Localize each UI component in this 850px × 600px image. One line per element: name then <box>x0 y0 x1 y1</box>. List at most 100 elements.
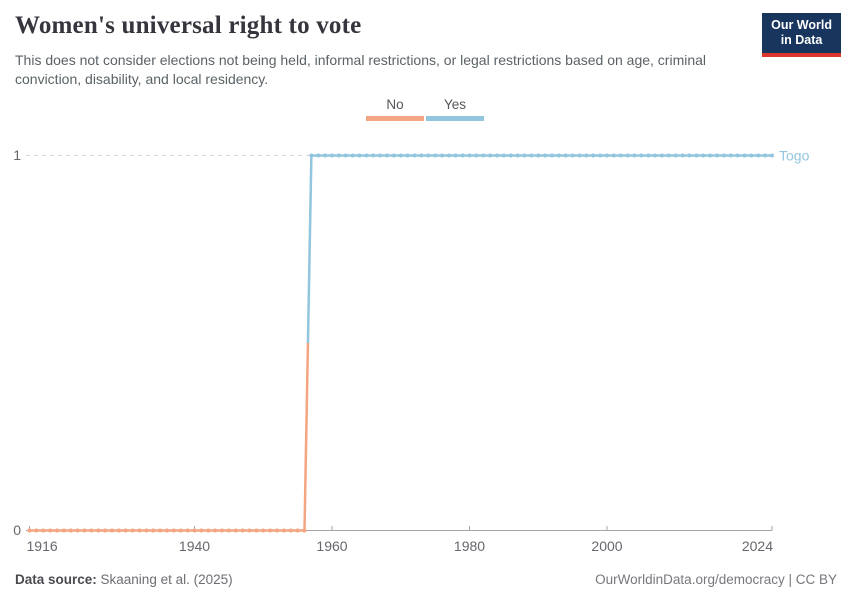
data-point-no <box>199 528 204 533</box>
data-point-yes <box>673 153 678 158</box>
data-point-yes <box>728 153 733 158</box>
legend-item-yes[interactable]: Yes <box>426 97 484 121</box>
data-point-yes <box>350 153 355 158</box>
data-point-no <box>185 528 190 533</box>
data-point-yes <box>440 153 444 158</box>
data-point-yes <box>625 153 630 158</box>
owid-logo-line2: in Data <box>780 33 823 47</box>
data-point-yes <box>343 153 348 158</box>
chart-subtitle: This does not consider elections not bei… <box>15 52 707 87</box>
data-point-yes <box>584 153 589 158</box>
x-tick-label: 1940 <box>179 538 210 554</box>
data-point-no <box>220 528 224 533</box>
data-point-no <box>295 528 300 533</box>
data-point-yes <box>687 153 692 158</box>
data-point-yes <box>364 153 369 158</box>
data-point-yes <box>605 153 609 158</box>
legend-item-no[interactable]: No <box>366 97 424 121</box>
data-point-yes <box>666 153 671 158</box>
data-point-no <box>178 528 183 533</box>
data-point-no <box>48 528 53 533</box>
data-point-yes <box>577 153 582 158</box>
data-point-no <box>123 528 128 533</box>
data-point-no <box>41 528 46 533</box>
data-point-no <box>103 528 108 533</box>
data-point-no <box>27 528 32 533</box>
data-point-no <box>213 528 218 533</box>
data-point-yes <box>508 153 513 158</box>
footer-link[interactable]: OurWorldinData.org/democracy | CC BY <box>595 572 837 587</box>
y-tick-label: 0 <box>13 522 21 538</box>
data-point-no <box>55 528 59 533</box>
data-point-yes <box>598 153 603 158</box>
data-point-yes <box>330 153 334 158</box>
owid-logo[interactable]: Our World in Data <box>762 13 841 57</box>
data-point-yes <box>721 153 726 158</box>
data-point-yes <box>515 153 520 158</box>
data-point-no <box>137 528 142 533</box>
data-point-no <box>116 528 121 533</box>
data-point-no <box>89 528 94 533</box>
data-point-yes <box>412 153 417 158</box>
data-point-yes <box>763 153 768 158</box>
data-point-no <box>288 528 293 533</box>
data-point-yes <box>474 153 479 158</box>
data-point-no <box>254 528 259 533</box>
data-point-no <box>151 528 156 533</box>
data-point-yes <box>749 153 754 158</box>
data-point-no <box>240 528 245 533</box>
data-point-yes <box>591 153 596 158</box>
data-point-yes <box>419 153 424 158</box>
data-point-yes <box>680 153 685 158</box>
legend-label-no: No <box>386 97 404 112</box>
data-point-yes <box>398 153 403 158</box>
data-source-value: Skaaning et al. (2025) <box>96 572 233 587</box>
data-point-no <box>281 528 286 533</box>
data-point-no <box>206 528 211 533</box>
data-point-yes <box>529 153 534 158</box>
data-point-no <box>68 528 73 533</box>
data-point-yes <box>570 153 575 158</box>
data-point-yes <box>391 153 396 158</box>
data-point-no <box>171 528 176 533</box>
data-point-yes <box>715 153 719 158</box>
data-point-yes <box>639 153 644 158</box>
data-source-label: Data source: <box>15 572 97 587</box>
data-point-yes <box>556 153 561 158</box>
entity-end-label: Togo <box>779 148 810 164</box>
data-point-no <box>75 528 80 533</box>
x-tick-label: 1980 <box>454 538 485 554</box>
data-point-yes <box>618 153 623 158</box>
data-point-yes <box>660 153 664 158</box>
legend-swatch-yes <box>426 116 484 121</box>
data-point-yes <box>460 153 465 158</box>
y-tick-label: 1 <box>13 147 21 163</box>
data-point-yes <box>385 153 389 158</box>
data-point-no <box>247 528 252 533</box>
data-point-yes <box>735 153 740 158</box>
data-point-no <box>233 528 238 533</box>
data-point-yes <box>536 153 541 158</box>
data-point-yes <box>378 153 383 158</box>
data-point-yes <box>653 153 658 158</box>
data-point-yes <box>632 153 637 158</box>
data-point-yes <box>336 153 341 158</box>
data-point-no <box>110 528 114 533</box>
data-point-yes <box>323 153 328 158</box>
data-point-yes <box>453 153 458 158</box>
legend: No Yes <box>0 97 850 121</box>
data-point-no <box>61 528 66 533</box>
data-point-no <box>82 528 87 533</box>
page-title: Women's universal right to vote <box>15 12 362 39</box>
step-connector-upper <box>306 155 313 344</box>
data-point-yes <box>488 153 493 158</box>
owid-logo-line1: Our World <box>771 18 832 32</box>
data-point-yes <box>543 153 548 158</box>
data-point-yes <box>742 153 747 158</box>
data-point-yes <box>316 153 321 158</box>
data-point-yes <box>770 153 774 158</box>
data-point-no <box>96 528 101 533</box>
data-point-no <box>226 528 231 533</box>
